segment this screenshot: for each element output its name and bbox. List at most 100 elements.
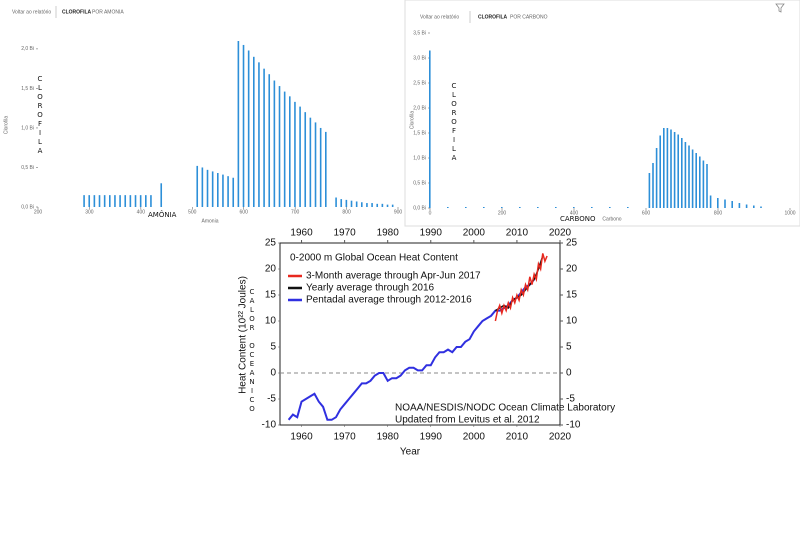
bar: [670, 129, 672, 208]
x-tick-label: 1000: [784, 210, 795, 216]
bar: [139, 195, 142, 207]
x-tick-label: 600: [642, 210, 651, 216]
x-tick-label: 900: [394, 209, 403, 215]
x-tick-label: 400: [570, 210, 579, 216]
x-tick-label: 2000: [463, 432, 486, 443]
y-tick-label: 1,0 Bi: [413, 155, 426, 161]
annotation: Updated from Levitus et al. 2012: [395, 415, 540, 426]
legend-label: 3-Month average through Apr-Jun 2017: [306, 271, 481, 282]
x-tick-label: 2020: [549, 432, 572, 443]
x-tick-label: 1970: [333, 228, 356, 239]
bar: [263, 68, 265, 208]
y-tick-label: -5: [566, 394, 575, 405]
x-tick-label: 200: [34, 209, 43, 215]
bar: [691, 149, 694, 208]
bar: [294, 101, 296, 207]
y-tick-label: 0,5 Bi: [413, 180, 426, 186]
bar: [666, 128, 669, 208]
y-tick-label: -5: [267, 394, 276, 405]
y-tick-label: 1,5 Bi: [21, 86, 34, 92]
bar: [386, 204, 389, 207]
bar: [648, 173, 651, 208]
x-tick-label: 1990: [420, 228, 443, 239]
back-link[interactable]: Voltar ao relatório: [420, 14, 459, 20]
bar: [681, 138, 683, 208]
bar: [652, 163, 654, 208]
y-tick-label: 2,0 Bi: [21, 46, 34, 52]
series-line: [287, 278, 535, 421]
x-tick-label: 1990: [420, 432, 443, 443]
bar: [119, 195, 121, 207]
bar: [109, 195, 111, 207]
bar: [555, 207, 557, 208]
x-tick-label: 2010: [506, 432, 529, 443]
y-tick-label: -10: [262, 420, 277, 431]
panel-frame: [404, 0, 800, 227]
bar: [273, 80, 276, 207]
bar: [196, 165, 199, 207]
bar: [391, 204, 394, 207]
bar: [366, 203, 368, 207]
x-tick-label: 1960: [290, 228, 313, 239]
bar: [673, 132, 676, 208]
filter-icon[interactable]: [775, 3, 785, 13]
y-tick-label: 5: [566, 342, 572, 353]
y-tick-label: 10: [566, 316, 578, 327]
bar: [319, 127, 322, 207]
x-tick-label: 700: [291, 209, 300, 215]
bar: [659, 135, 661, 208]
bar: [314, 122, 317, 207]
bar: [573, 207, 575, 208]
tab[interactable]: POR AMONIA: [92, 9, 124, 15]
bar: [114, 195, 116, 207]
y-tick-label: 25: [265, 238, 277, 249]
bar: [345, 199, 348, 207]
x-tick-label: 500: [188, 209, 197, 215]
bar: [627, 207, 629, 208]
bar: [717, 198, 719, 208]
y-axis-title: Clorofila: [3, 116, 9, 135]
bar: [501, 207, 503, 208]
y-tick-label: 5: [270, 342, 276, 353]
y-tick-label: 15: [566, 290, 578, 301]
y-tick-label: 20: [265, 264, 277, 275]
bar: [376, 203, 379, 207]
bar: [227, 176, 229, 207]
bar: [753, 205, 755, 208]
chart-title: 0-2000 m Global Ocean Heat Content: [290, 253, 458, 264]
y-tick-label: 0: [566, 368, 572, 379]
bar: [268, 74, 271, 207]
bar: [340, 199, 343, 207]
bar: [247, 50, 250, 207]
bar: [201, 167, 204, 207]
bar: [663, 128, 665, 208]
y-tick-label: 0,0 Bi: [21, 204, 34, 210]
tab[interactable]: CLOROFILA: [62, 9, 92, 15]
bar: [88, 195, 91, 207]
annotation: CARBONO: [560, 215, 596, 223]
tab[interactable]: POR CARBONO: [510, 14, 548, 20]
bar: [655, 148, 658, 208]
bar: [150, 195, 152, 207]
x-tick-label: 1980: [377, 432, 400, 443]
x-tick-label: 800: [342, 209, 351, 215]
bar: [677, 134, 679, 208]
bar: [724, 199, 726, 208]
bar: [283, 91, 286, 207]
bar: [695, 153, 697, 208]
bar: [738, 203, 741, 208]
bar: [217, 173, 219, 207]
bar: [83, 195, 85, 207]
x-tick-label: 2010: [506, 228, 529, 239]
bar: [355, 201, 358, 207]
y-axis-title: Clorofila: [409, 111, 415, 130]
tab[interactable]: CLOROFILA: [478, 14, 508, 20]
annotation: CALOR OCEANICO: [248, 288, 256, 414]
bar: [699, 156, 701, 208]
back-link[interactable]: Voltar ao relatório: [12, 9, 51, 15]
y-tick-label: 0: [270, 368, 276, 379]
x-tick-label: 1980: [377, 228, 400, 239]
bar: [299, 106, 301, 207]
x-tick-label: 2000: [463, 228, 486, 239]
